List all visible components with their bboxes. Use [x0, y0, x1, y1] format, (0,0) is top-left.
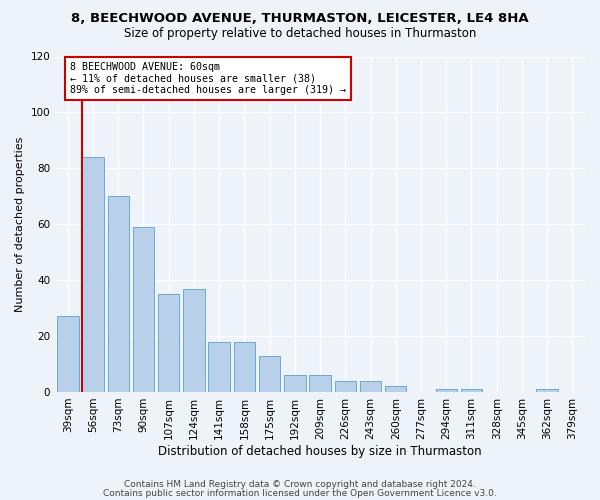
Bar [436, 389, 457, 392]
Bar [57, 316, 79, 392]
Bar [461, 389, 482, 392]
Bar [183, 288, 205, 392]
Bar [385, 386, 406, 392]
Bar [536, 389, 558, 392]
Bar [208, 342, 230, 392]
Text: 8, BEECHWOOD AVENUE, THURMASTON, LEICESTER, LE4 8HA: 8, BEECHWOOD AVENUE, THURMASTON, LEICEST… [71, 12, 529, 26]
Text: Size of property relative to detached houses in Thurmaston: Size of property relative to detached ho… [124, 28, 476, 40]
Bar [310, 375, 331, 392]
Y-axis label: Number of detached properties: Number of detached properties [15, 136, 25, 312]
Bar [107, 196, 129, 392]
Bar [233, 342, 255, 392]
Bar [335, 381, 356, 392]
Bar [158, 294, 179, 392]
X-axis label: Distribution of detached houses by size in Thurmaston: Distribution of detached houses by size … [158, 444, 482, 458]
Bar [259, 356, 280, 392]
Bar [133, 227, 154, 392]
Bar [82, 157, 104, 392]
Text: Contains HM Land Registry data © Crown copyright and database right 2024.: Contains HM Land Registry data © Crown c… [124, 480, 476, 489]
Text: Contains public sector information licensed under the Open Government Licence v3: Contains public sector information licen… [103, 489, 497, 498]
Bar [284, 375, 305, 392]
Bar [360, 381, 381, 392]
Text: 8 BEECHWOOD AVENUE: 60sqm
← 11% of detached houses are smaller (38)
89% of semi-: 8 BEECHWOOD AVENUE: 60sqm ← 11% of detac… [70, 62, 346, 96]
